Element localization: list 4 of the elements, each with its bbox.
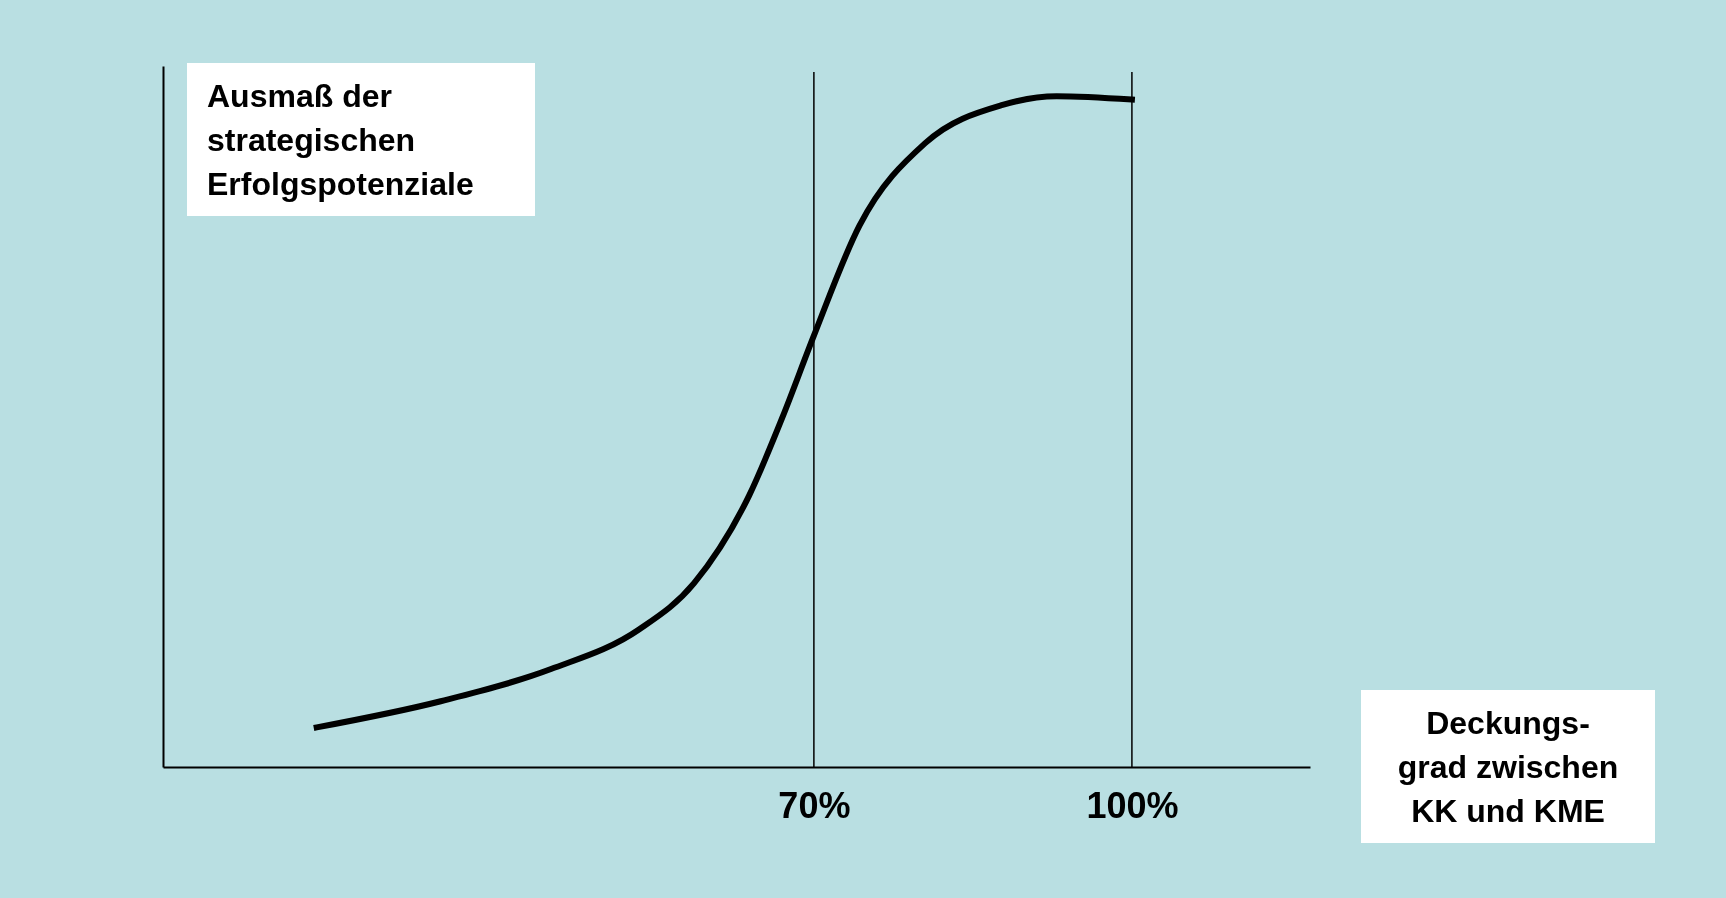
y-axis-title: Ausmaß der strategischen Erfolgspotenziale (207, 78, 474, 202)
x-tick-label: 70% (778, 784, 851, 826)
x-axis-title: Deckungs- grad zwischen KK und KME (1397, 705, 1619, 829)
x-tick-label: 100% (1086, 784, 1179, 826)
